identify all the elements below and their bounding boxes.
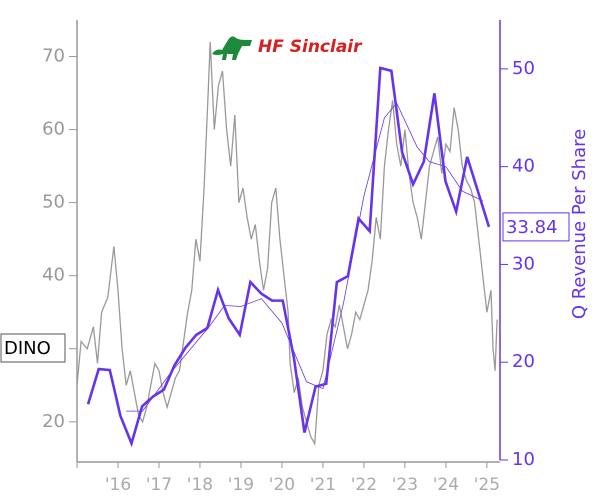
x-tick-label: '19 (228, 475, 254, 495)
x-tick-label: '24 (433, 475, 459, 495)
y2-tick-label: 30 (512, 253, 535, 274)
y-tick-label: 20 (42, 411, 65, 432)
y-tick-label: 50 (42, 192, 65, 213)
logo-text: HF Sinclair (258, 37, 363, 57)
y-tick-label: 70 (42, 46, 65, 67)
ticker-label: DINO (4, 338, 51, 359)
y2-tick-label: 40 (512, 156, 535, 177)
x-tick-label: '25 (474, 475, 500, 495)
y2-tick-label: 10 (512, 449, 535, 470)
last-value-label: 33.84 (506, 217, 558, 238)
x-tick-label: '21 (310, 475, 336, 495)
series-line (76, 41, 498, 446)
x-tick-label: '17 (146, 475, 172, 495)
y-tick-label: 60 (42, 119, 65, 140)
logo-icon (212, 36, 252, 60)
x-tick-label: '16 (105, 475, 131, 495)
last-value-box (502, 212, 570, 242)
series-line (126, 102, 483, 412)
x-tick-label: '23 (392, 475, 418, 495)
y2-tick-label: 50 (512, 58, 535, 79)
series-line (86, 66, 491, 448)
y2-axis-label: Q Revenue Per Share (569, 129, 590, 319)
ticker-box (0, 333, 66, 363)
y-tick-label: 40 (42, 265, 65, 286)
x-tick-label: '20 (269, 475, 295, 495)
y2-tick-label: 20 (512, 351, 535, 372)
x-tick-label: '18 (187, 475, 213, 495)
x-tick-label: '22 (351, 475, 377, 495)
